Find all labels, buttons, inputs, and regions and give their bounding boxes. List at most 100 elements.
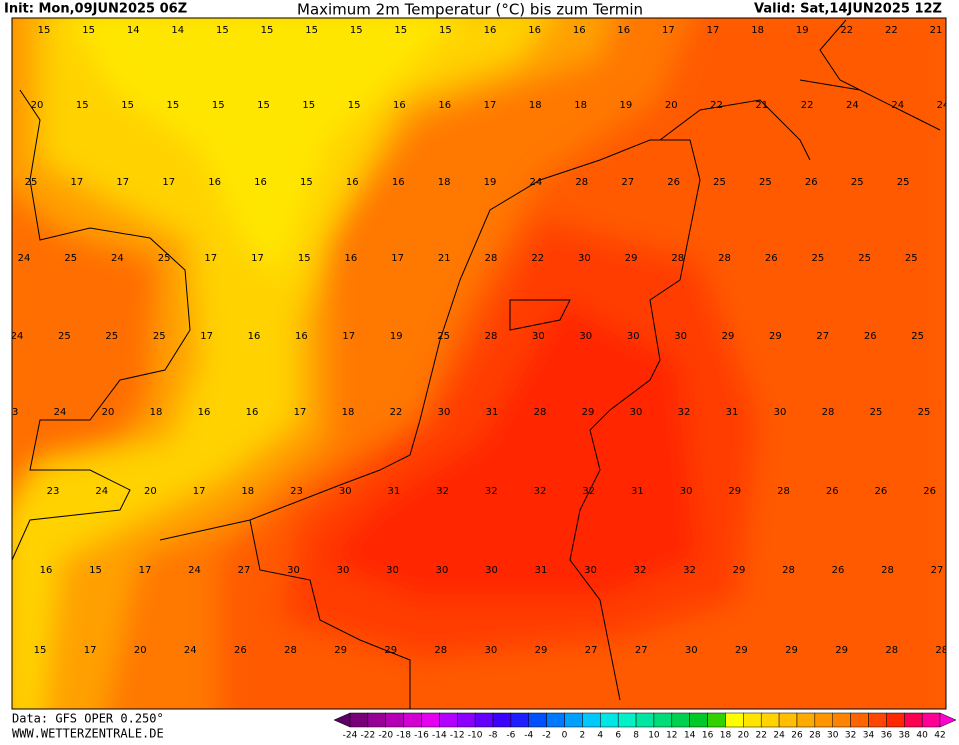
temperature-label: 30 bbox=[337, 565, 350, 576]
temperature-label: 16 bbox=[528, 25, 541, 36]
temperature-label: 15 bbox=[89, 565, 102, 576]
temperature-label: 28 bbox=[284, 645, 297, 656]
temperature-label: 25 bbox=[812, 253, 825, 264]
temperature-label: 19 bbox=[484, 177, 497, 188]
temperature-label: 25 bbox=[25, 177, 38, 188]
temperature-label: 16 bbox=[246, 407, 259, 418]
temperature-values: 15 15 14 14 15 15 15 15 15 15 16 16 16 16 17 17 18 19 22 22… bbox=[11, 25, 946, 656]
temperature-label: 25 bbox=[437, 331, 450, 342]
colorbar-segment bbox=[474, 712, 494, 728]
valid-label: Valid: Sat,14JUN2025 12Z bbox=[754, 2, 942, 17]
temperature-label: 18 bbox=[241, 486, 254, 497]
temperature-label: 19 bbox=[620, 100, 633, 111]
temperature-label: 17 bbox=[391, 253, 404, 264]
colorbar-segment bbox=[850, 712, 869, 728]
temperature-label: 21 bbox=[755, 100, 768, 111]
temperature-label: 29 bbox=[835, 645, 848, 656]
temperature-label: 30 bbox=[485, 565, 498, 576]
colorbar-segment bbox=[868, 712, 887, 728]
temperature-label: 15 bbox=[34, 645, 47, 656]
temperature-label: 28 bbox=[434, 645, 447, 656]
colorbar-label: -6 bbox=[506, 731, 515, 741]
temperature-label: 22 bbox=[801, 100, 814, 111]
temperature-label: 28 bbox=[777, 486, 790, 497]
temperature-label: 15 bbox=[121, 100, 134, 111]
temperature-label: 17 bbox=[116, 177, 129, 188]
temperature-label: 32 bbox=[436, 486, 449, 497]
colorbar-segment bbox=[403, 712, 422, 728]
temperature-label: 17 bbox=[193, 486, 206, 497]
temperature-label: 29 bbox=[769, 331, 782, 342]
colorbar-label: -18 bbox=[396, 731, 411, 741]
temperature-label: 30 bbox=[578, 253, 591, 264]
colorbar-label: 4 bbox=[597, 731, 603, 741]
temperature-label: 25 bbox=[58, 331, 71, 342]
temperature-label: 16 bbox=[346, 177, 359, 188]
temperature-label: 15 bbox=[76, 100, 89, 111]
temperature-label: 28 bbox=[782, 565, 795, 576]
temperature-label: 24 bbox=[184, 645, 197, 656]
temperature-label: 26 bbox=[234, 645, 247, 656]
colorbar-segment bbox=[528, 712, 547, 728]
temperature-label: 16 bbox=[208, 177, 221, 188]
temperature-label: 16 bbox=[254, 177, 267, 188]
temperature-label: 26 bbox=[826, 486, 839, 497]
colorbar-label: -8 bbox=[489, 731, 498, 741]
data-source: Data: GFS OPER 0.250° bbox=[12, 712, 164, 726]
colorbar-label: 30 bbox=[827, 731, 839, 741]
temperature-label: 17 bbox=[484, 100, 497, 111]
temperature-label: 17 bbox=[662, 25, 675, 36]
colorbar-label: -14 bbox=[432, 731, 447, 741]
temperature-label: 22 bbox=[531, 253, 544, 264]
temperature-label: 24 bbox=[188, 565, 201, 576]
colorbar-segment bbox=[421, 712, 440, 728]
colorbar-label: -12 bbox=[450, 731, 465, 741]
temperature-label: 16 bbox=[573, 25, 586, 36]
temperature-label: 17 bbox=[71, 177, 84, 188]
temperature-label: 16 bbox=[40, 565, 53, 576]
temperature-label: 25 bbox=[905, 253, 918, 264]
temperature-label: 21 bbox=[930, 25, 943, 36]
colorbar-label: 28 bbox=[809, 731, 821, 741]
temperature-label: 15 bbox=[82, 25, 95, 36]
temperature-label: 16 bbox=[248, 331, 261, 342]
temperature-label: 20 bbox=[31, 100, 44, 111]
temperature-label: 32 bbox=[683, 565, 696, 576]
temperature-label: 16 bbox=[198, 407, 211, 418]
colorbar-segment bbox=[725, 712, 744, 728]
temperature-label: 15 bbox=[305, 25, 318, 36]
temperature-label: 31 bbox=[486, 407, 499, 418]
colorbar-segment bbox=[367, 712, 387, 728]
temperature-label: 29 bbox=[582, 407, 595, 418]
temperature-label: 22 bbox=[840, 25, 853, 36]
colorbar-segment bbox=[457, 712, 476, 728]
temperature-label: 17 bbox=[200, 331, 213, 342]
temperature-label: 24 bbox=[11, 331, 24, 342]
temperature-label: 16 bbox=[345, 253, 358, 264]
temperature-label: 16 bbox=[392, 177, 405, 188]
colorbar-label: 12 bbox=[666, 731, 677, 741]
temperature-label: 28 bbox=[881, 565, 894, 576]
colorbar-segment bbox=[349, 712, 369, 728]
temperature-label: 21 bbox=[438, 253, 451, 264]
temperature-label: 25 bbox=[713, 177, 726, 188]
temperature-label: 16 bbox=[295, 331, 308, 342]
temperature-label: 30 bbox=[287, 565, 300, 576]
temperature-label: 14 bbox=[171, 25, 184, 36]
temperature-label: 26 bbox=[875, 486, 888, 497]
temperature-label: 20 bbox=[665, 100, 678, 111]
colorbar-segment bbox=[778, 712, 798, 728]
temperature-label: 32 bbox=[485, 486, 498, 497]
temperature-label: 32 bbox=[678, 407, 691, 418]
temperature-label: 19 bbox=[390, 331, 403, 342]
colorbar-arrow bbox=[333, 712, 351, 728]
colorbar-segment bbox=[814, 712, 833, 728]
temperature-label: 24 bbox=[111, 253, 124, 264]
temperature-label: 25 bbox=[158, 253, 171, 264]
temperature-label: 15 bbox=[302, 100, 315, 111]
colorbar-label: -10 bbox=[468, 731, 483, 741]
temperature-label: 15 bbox=[439, 25, 452, 36]
colorbar-label: 2 bbox=[580, 731, 586, 741]
